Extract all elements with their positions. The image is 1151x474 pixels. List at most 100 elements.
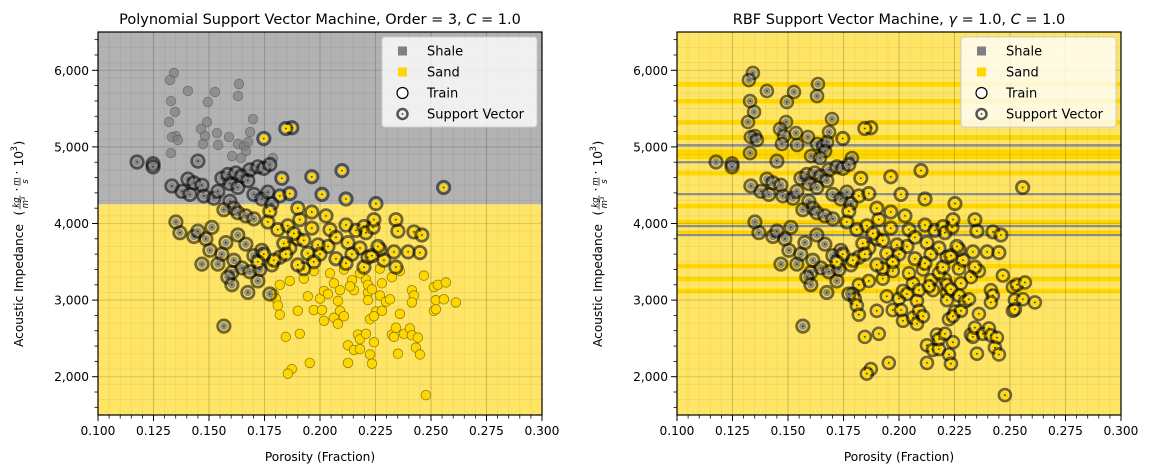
support-vector-dot (1033, 301, 1036, 304)
support-vector-dot (831, 118, 833, 120)
support-vector-dot (210, 226, 213, 229)
support-vector-dot (246, 291, 249, 294)
sand-test-point (328, 278, 340, 289)
sand-test-point (284, 275, 296, 287)
support-vector-dot (208, 249, 211, 252)
shale-test-point (164, 74, 176, 86)
support-vector-dot (978, 312, 980, 315)
support-vector-marker (742, 145, 758, 161)
support-vector-marker (819, 284, 835, 301)
legend-entry: Support Vector (427, 108, 525, 123)
shale-test-point (244, 126, 256, 138)
support-vector-dot (302, 239, 305, 242)
rbf-svm-panel: 0.100 0.125 0.150 0.175 0.200 0.225 0.250 0.275… (589, 12, 1138, 464)
support-vector-marker (953, 275, 969, 291)
x-axis-label: Porosity (Fraction) (844, 450, 954, 464)
support-vector-marker (296, 232, 312, 248)
y-axis-label-group: Acoustic Impedance (kg m³ · m s · 103) (589, 141, 610, 347)
support-vector-dot (938, 247, 940, 249)
support-vector-dot (772, 182, 774, 184)
sand-test-point (324, 268, 336, 279)
support-vector-dot (310, 211, 313, 213)
support-vector-dot (816, 95, 818, 97)
decision-band-shale (677, 225, 1121, 228)
support-vector-dot (891, 270, 894, 272)
support-vector-dot (1013, 299, 1016, 301)
support-vector-dot (1013, 308, 1016, 311)
support-vector-marker (745, 65, 761, 81)
legend-shale-swatch-icon (977, 46, 986, 56)
y-tick-label: 5,000 (633, 140, 668, 154)
support-vector-dot (319, 253, 321, 256)
support-vector-dot (823, 214, 826, 217)
support-vector-marker (210, 256, 226, 272)
support-vector-marker (921, 279, 937, 294)
sand-test-point (392, 348, 404, 359)
support-vector-marker (995, 268, 1011, 283)
y-label-dot: · (589, 188, 603, 192)
support-vector-dot (994, 346, 996, 349)
support-vector-dot (823, 243, 826, 246)
support-vector-dot (268, 210, 271, 213)
shale-test-point (223, 131, 235, 143)
support-vector-dot (1001, 274, 1004, 277)
support-vector-marker (829, 254, 845, 270)
support-vector-dot (222, 208, 225, 211)
support-vector-marker (304, 169, 320, 185)
support-vector-marker (875, 271, 891, 286)
support-vector-dot (276, 228, 279, 231)
support-vector-dot (341, 169, 343, 172)
support-vector-marker (749, 132, 765, 148)
support-vector-dot (982, 332, 984, 335)
support-vector-marker (334, 163, 350, 179)
support-vector-marker (234, 260, 250, 276)
sand-test-point (294, 328, 305, 340)
support-vector-marker (812, 150, 828, 166)
support-vector-marker (971, 263, 987, 279)
support-vector-marker (328, 229, 344, 245)
shale-test-point (197, 138, 209, 150)
sand-test-point (282, 368, 294, 379)
support-vector-marker (927, 222, 943, 238)
sand-test-point (390, 322, 402, 333)
support-vector-marker (989, 330, 1005, 345)
support-vector-dot (922, 315, 924, 318)
legend: Shale Sand Train Support Vector (381, 36, 538, 128)
support-vector-dot (335, 257, 337, 260)
sand-test-point (354, 343, 366, 355)
support-vector-marker (242, 264, 258, 280)
sand-test-point (362, 294, 374, 306)
support-vector-dot (920, 169, 922, 172)
x-tick-label: 0.225 (358, 424, 393, 438)
support-vector-dot (268, 163, 271, 166)
y-label-ten: 10 (591, 151, 605, 167)
decision-band-sand (677, 82, 1121, 87)
support-vector-dot (875, 309, 878, 312)
support-vector-dot (952, 341, 954, 344)
support-vector-marker (740, 114, 756, 130)
support-vector-dot (288, 192, 291, 195)
support-vector-dot (306, 252, 309, 255)
support-vector-dot (912, 282, 914, 285)
support-vector-marker (991, 245, 1007, 261)
support-vector-dot (875, 263, 878, 266)
support-vector-dot (827, 168, 830, 171)
support-vector-dot (810, 155, 812, 157)
shale-test-point (232, 90, 244, 102)
title-part: = 1.0 (1021, 12, 1065, 28)
support-vector-dot (958, 294, 960, 297)
support-vector-dot (171, 185, 173, 187)
y-label-unit-kg: kg (12, 197, 22, 208)
support-vector-dot (827, 270, 830, 273)
support-vector-dot (942, 266, 944, 269)
support-vector-dot (321, 193, 323, 196)
support-vector-dot (857, 313, 860, 316)
support-vector-dot (887, 362, 890, 364)
support-vector-dot (972, 250, 974, 253)
y-label-unit-m3: m³ (21, 196, 31, 208)
support-vector-dot (968, 298, 970, 301)
support-vector-dot (442, 186, 445, 189)
support-vector-dot (236, 211, 239, 214)
support-vector-dot (972, 335, 974, 338)
support-vector-dot (232, 259, 235, 262)
